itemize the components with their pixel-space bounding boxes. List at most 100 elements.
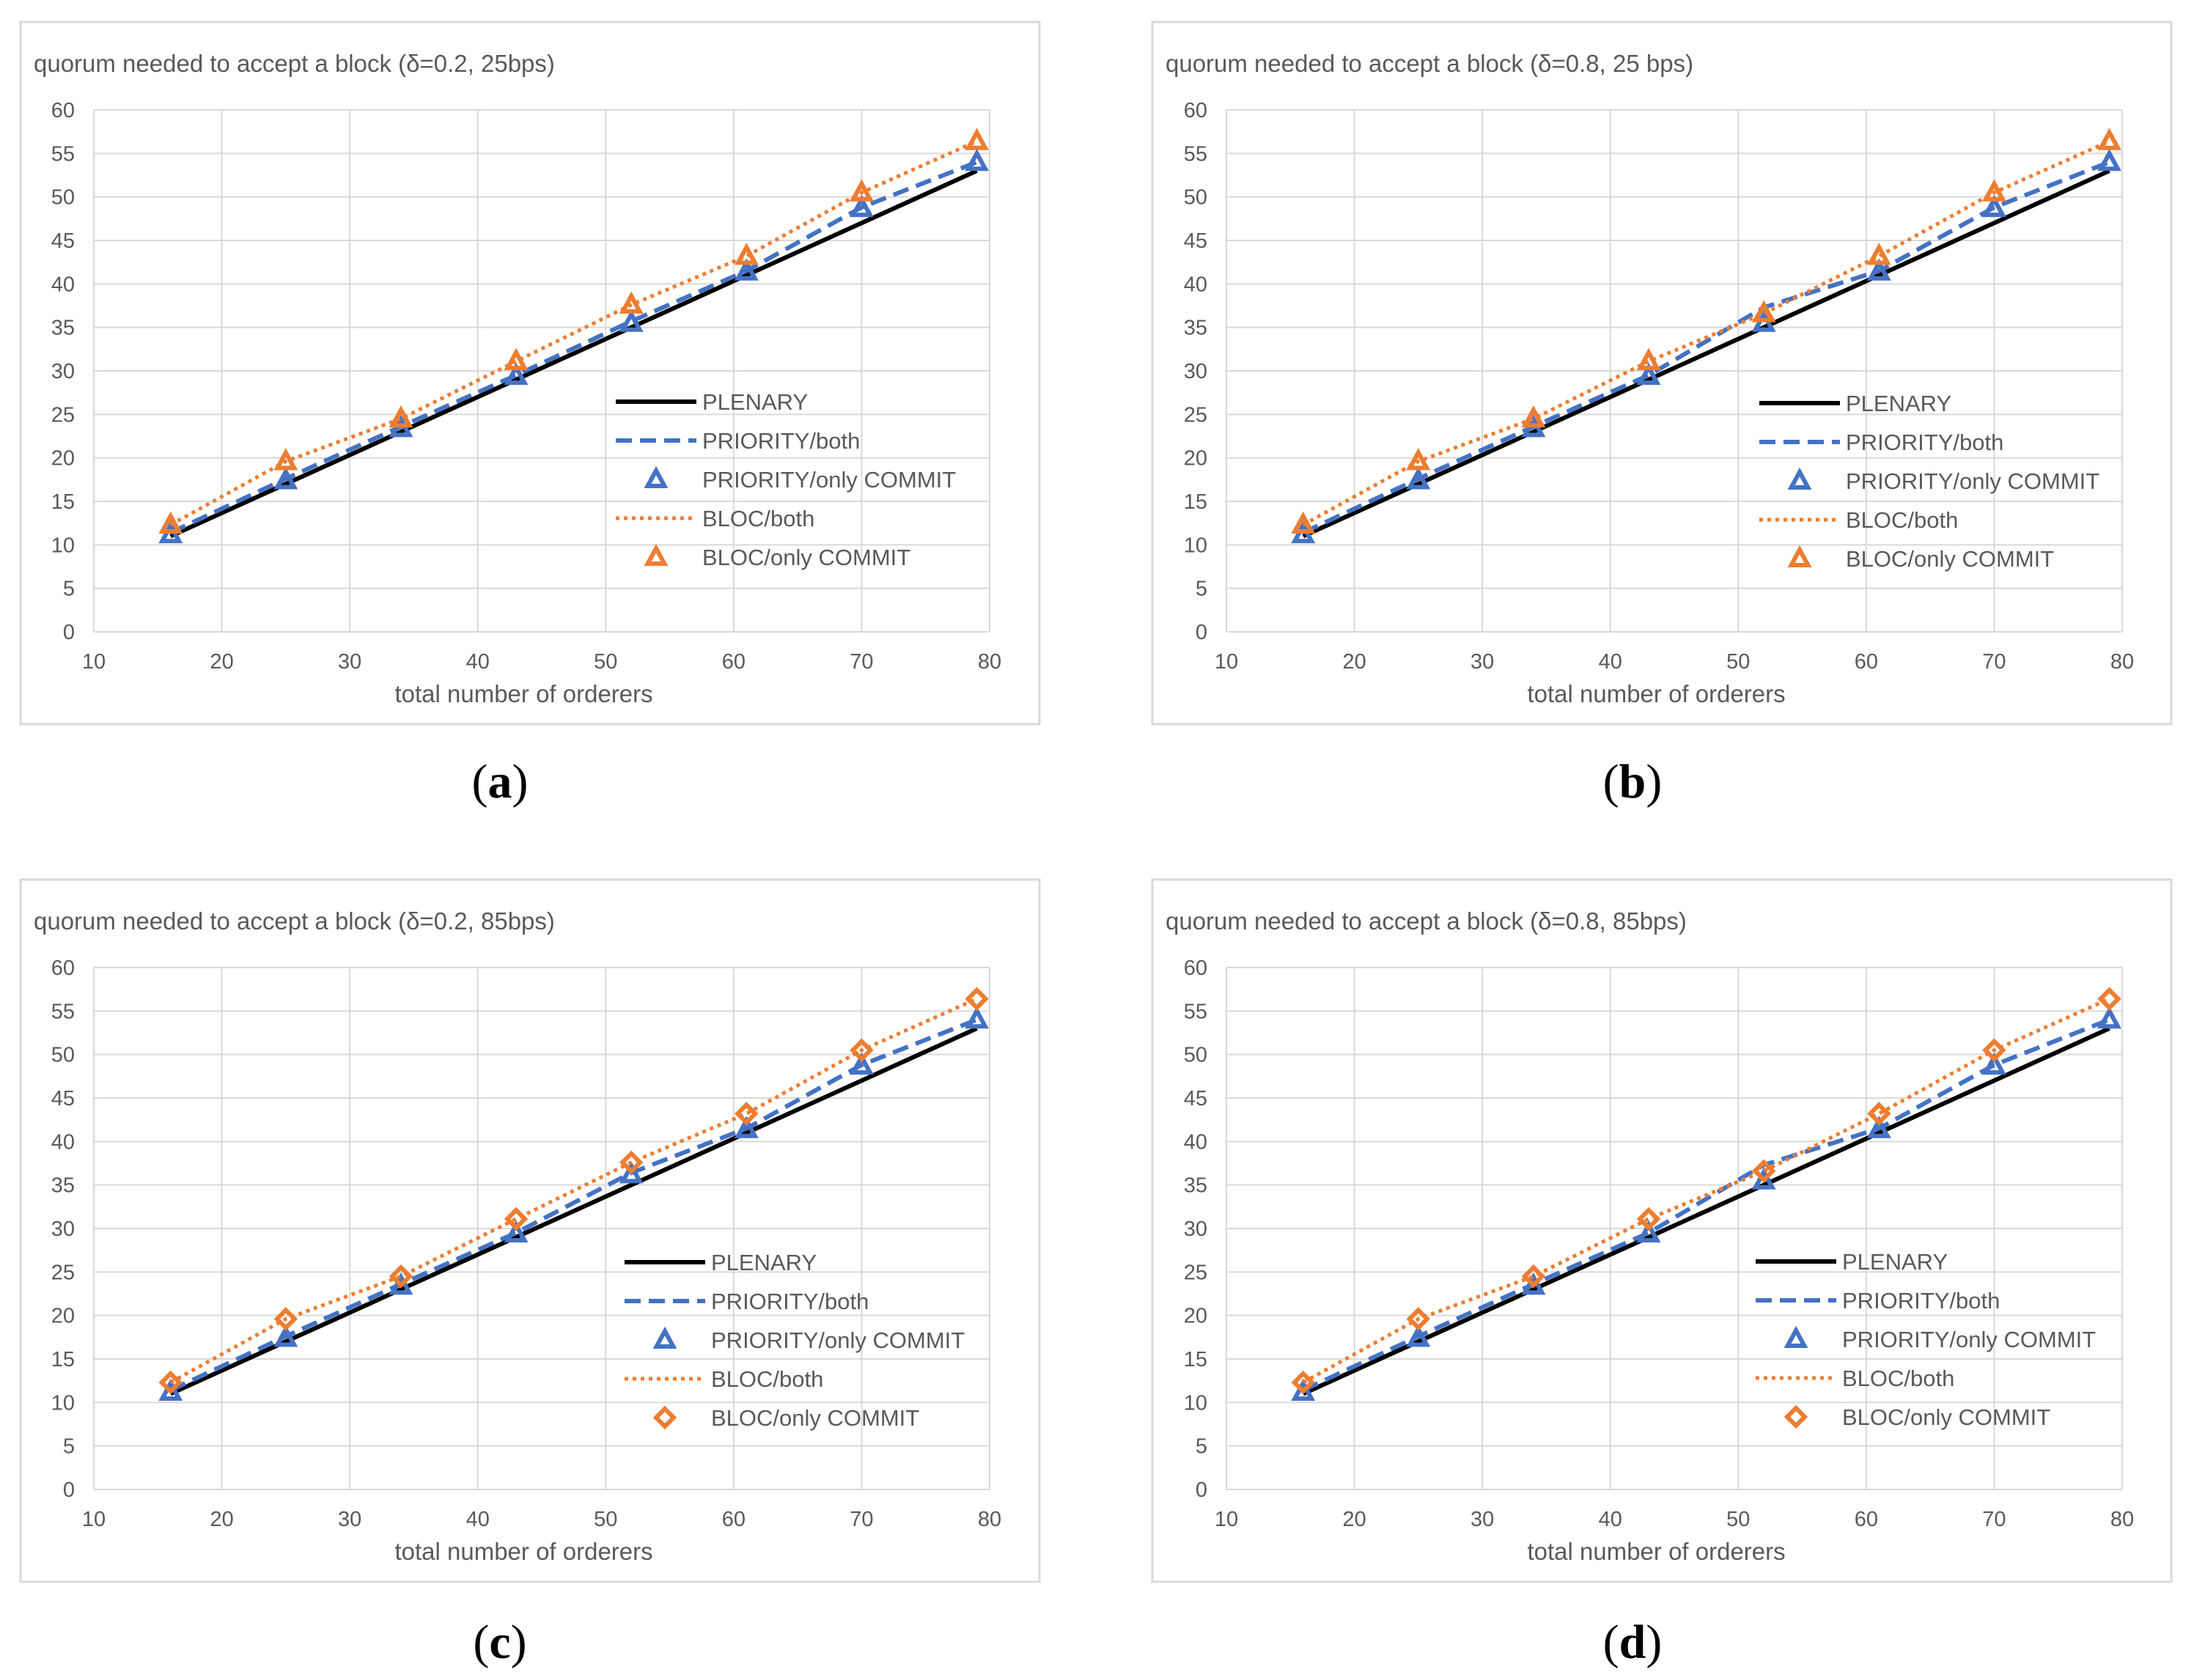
y-tick-label: 55 (51, 142, 75, 166)
x-tick-label: 80 (2110, 1508, 2134, 1531)
data-point (1521, 1264, 1546, 1289)
data-point (1981, 1052, 2006, 1075)
y-tick-label: 15 (51, 490, 75, 514)
x-tick-label: 20 (210, 650, 233, 674)
y-tick-label: 15 (51, 1348, 75, 1371)
x-tick-label: 60 (722, 1508, 746, 1531)
y-tick-label: 0 (63, 1478, 75, 1502)
x-tick-label: 30 (1470, 650, 1494, 674)
y-tick-label: 10 (51, 1391, 75, 1415)
legend-label: BLOC/both (1846, 507, 1958, 533)
series-bloc-both (1302, 139, 2110, 527)
legend-item-bloc-both: BLOC/both (616, 506, 814, 531)
x-tick-label: 30 (338, 650, 361, 674)
data-point (1406, 1307, 1431, 1331)
x-tick-label: 10 (82, 650, 106, 674)
series-plenary (1302, 1026, 2110, 1396)
y-tick-label: 50 (51, 186, 75, 210)
y-tick-label: 0 (1196, 1478, 1207, 1502)
data-point (504, 362, 529, 386)
data-point (2097, 148, 2121, 172)
data-point (965, 128, 989, 150)
x-tick-label: 20 (1342, 1508, 1366, 1531)
y-tick-label: 40 (51, 273, 75, 296)
x-tick-label: 60 (722, 650, 746, 674)
data-point (1291, 511, 1316, 534)
chart-title: quorum needed to accept a block (δ=0.2, … (34, 50, 555, 77)
series-bloc-only-commit (1291, 987, 2121, 1395)
series-line-priority-both (1302, 160, 2110, 535)
y-tick-label: 60 (51, 99, 75, 122)
x-tick-label: 80 (2110, 650, 2134, 674)
data-point (1636, 1220, 1661, 1243)
legend-item-priority-both: PRIORITY/both (625, 1289, 869, 1314)
data-point (734, 258, 759, 281)
chart-title: quorum needed to accept a block (δ=0.8, … (1166, 907, 1687, 935)
data-point (273, 1325, 298, 1347)
data-point (1866, 258, 1891, 281)
legend-label: BLOC/only COMMIT (711, 1405, 919, 1431)
panel-caption: (d) (1603, 1615, 1663, 1669)
data-point (273, 1307, 298, 1331)
y-tick-label: 10 (51, 534, 75, 557)
legend-label: BLOC/both (711, 1366, 823, 1392)
x-tick-label: 20 (1342, 650, 1366, 674)
chart-panel-d: quorum needed to accept a block (δ=0.8, … (1151, 878, 2173, 1669)
data-point (1981, 194, 2006, 218)
legend-label: PRIORITY/both (711, 1289, 869, 1314)
data-point (1751, 1167, 1776, 1190)
legend: PLENARY PRIORITY/both PRIORITY/only COMMIT… (625, 1250, 965, 1431)
y-tick-label: 0 (1196, 621, 1207, 644)
legend-label: PLENARY (702, 389, 808, 415)
panel-caption: (a) (472, 755, 529, 808)
series-priority-both (1302, 1017, 2110, 1393)
y-tick-label: 20 (1184, 447, 1207, 471)
data-point (734, 1116, 759, 1138)
chart-title: quorum needed to accept a block (δ=0.8, … (1166, 50, 1693, 77)
legend-swatch (644, 543, 669, 566)
y-tick-label: 45 (1184, 1087, 1207, 1110)
series-line-bloc-both (1302, 997, 2110, 1385)
x-tick-label: 50 (1726, 650, 1750, 674)
y-tick-label: 50 (1184, 1044, 1207, 1067)
legend-label: PLENARY (1842, 1249, 1948, 1275)
y-tick-label: 30 (1184, 1217, 1207, 1241)
y-tick-label: 30 (51, 360, 75, 383)
series-priority-both (169, 1017, 978, 1393)
x-axis-label: total number of orderers (1527, 1538, 1785, 1565)
legend-label: PLENARY (1846, 391, 1951, 416)
y-tick-label: 10 (1184, 534, 1207, 557)
x-tick-label: 50 (1726, 1508, 1750, 1531)
chart-panel-c: quorum needed to accept a block (δ=0.2, … (19, 878, 1041, 1669)
data-point (849, 1052, 874, 1075)
data-point (1636, 362, 1661, 386)
legend-label: PRIORITY/both (1846, 430, 2003, 455)
series-line-priority-both (169, 1017, 978, 1393)
panel-caption-letter: d (1619, 1615, 1646, 1669)
y-tick-label: 50 (1184, 186, 1207, 210)
data-point (734, 243, 759, 265)
data-point (1982, 1038, 2006, 1062)
y-tick-label: 5 (1196, 1435, 1207, 1459)
x-tick-label: 70 (1982, 1508, 2006, 1531)
y-tick-label: 35 (1184, 317, 1207, 340)
grid (1226, 967, 2123, 1490)
y-tick-label: 25 (1184, 403, 1207, 427)
data-point (273, 467, 298, 490)
data-point (965, 1006, 989, 1029)
legend: PLENARY PRIORITY/both PRIORITY/only COMMIT… (1756, 1249, 2096, 1430)
legend-label: PLENARY (711, 1250, 817, 1275)
x-tick-label: 50 (594, 650, 617, 674)
series-line-priority-both (169, 160, 978, 535)
data-point (1521, 1272, 1546, 1295)
legend-label: PRIORITY/only COMMIT (1842, 1327, 2096, 1352)
chart-title: quorum needed to accept a block (δ=0.2, … (34, 907, 555, 935)
legend-item-priority-only-commit: PRIORITY/only COMMIT (644, 465, 956, 493)
series-bloc-both (1302, 997, 2110, 1385)
y-tick-label: 55 (51, 1000, 75, 1023)
y-tick-label: 30 (1184, 360, 1207, 383)
y-tick-label: 60 (1184, 957, 1207, 980)
legend-item-bloc-both: BLOC/both (625, 1366, 823, 1392)
y-tick-label: 15 (1184, 490, 1207, 514)
data-point (273, 448, 298, 471)
